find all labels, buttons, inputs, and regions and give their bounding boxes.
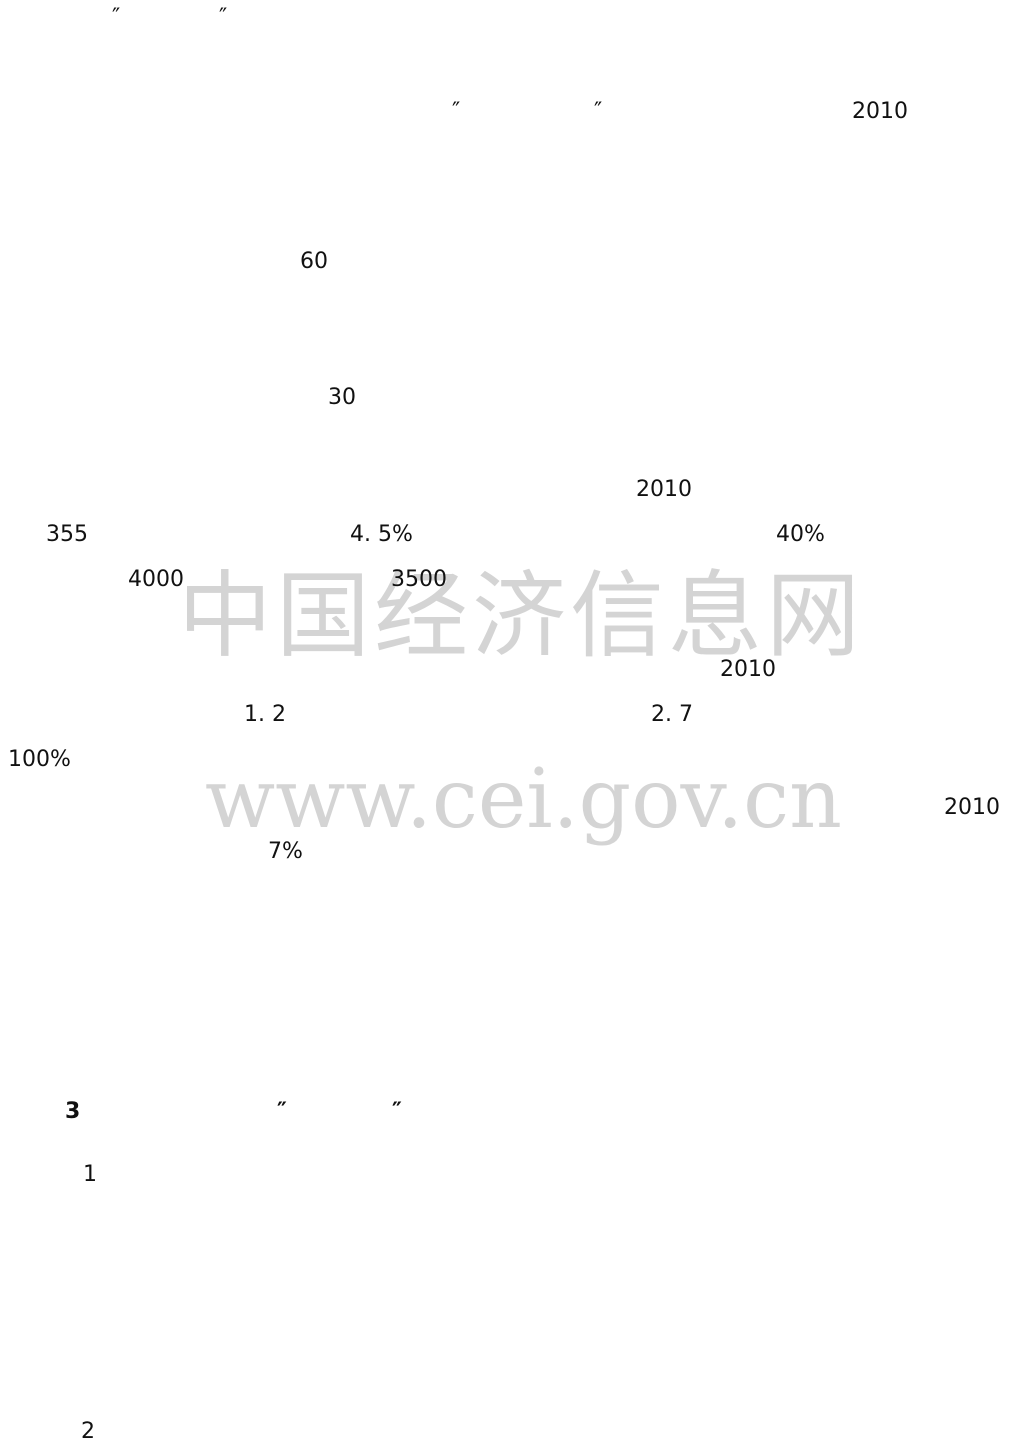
fragment: 1. 2	[244, 702, 286, 727]
fragment: 3500	[391, 567, 447, 592]
fragment: 100%	[8, 747, 71, 772]
watermark-url: www.cei.gov.cn	[205, 752, 842, 847]
fragment: ″	[112, 5, 121, 30]
fragment: ″	[277, 1099, 287, 1124]
fragment: 1	[83, 1162, 97, 1187]
fragment: ″	[594, 99, 603, 124]
fragment: 3	[65, 1099, 81, 1124]
fragment: ″	[452, 99, 461, 124]
fragment: 2010	[852, 99, 908, 124]
fragment: 30	[328, 385, 356, 410]
fragment: ″	[219, 5, 228, 30]
fragment: 355	[46, 522, 88, 547]
watermark-title: 中国经济信息网	[178, 562, 865, 671]
fragment: 2. 7	[651, 702, 693, 727]
fragment: ″	[392, 1099, 402, 1124]
fragment: 2010	[636, 477, 692, 502]
fragment: 60	[300, 249, 328, 274]
fragment: 2010	[720, 657, 776, 682]
fragment: 7%	[268, 839, 303, 864]
fragment: 2	[81, 1419, 95, 1444]
fragment: 40%	[776, 522, 825, 547]
fragment: 4. 5%	[350, 522, 413, 547]
fragment: 4000	[128, 567, 184, 592]
fragment: 2010	[944, 795, 1000, 820]
